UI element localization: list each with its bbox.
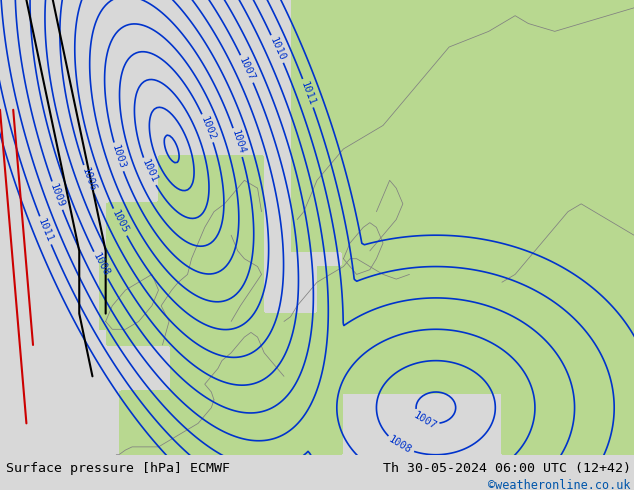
Text: 1004: 1004 — [230, 129, 247, 156]
Text: 1010: 1010 — [268, 35, 287, 62]
Text: 1002: 1002 — [198, 115, 217, 142]
Text: 1008: 1008 — [387, 435, 413, 456]
Text: 1001: 1001 — [139, 158, 159, 185]
Text: 1007: 1007 — [237, 55, 257, 82]
Text: 1011: 1011 — [299, 80, 317, 107]
Text: 1011: 1011 — [36, 217, 55, 244]
Text: 1008: 1008 — [91, 252, 111, 279]
Text: 1006: 1006 — [80, 166, 98, 193]
Text: 1009: 1009 — [474, 465, 501, 485]
Text: ©weatheronline.co.uk: ©weatheronline.co.uk — [488, 479, 631, 490]
Text: 1003: 1003 — [110, 144, 127, 171]
Text: Surface pressure [hPa] ECMWF: Surface pressure [hPa] ECMWF — [6, 462, 230, 475]
Text: 1007: 1007 — [411, 410, 438, 431]
Text: Th 30-05-2024 06:00 UTC (12+42): Th 30-05-2024 06:00 UTC (12+42) — [383, 462, 631, 475]
Text: 1009: 1009 — [48, 182, 66, 209]
Text: 1005: 1005 — [110, 209, 130, 236]
